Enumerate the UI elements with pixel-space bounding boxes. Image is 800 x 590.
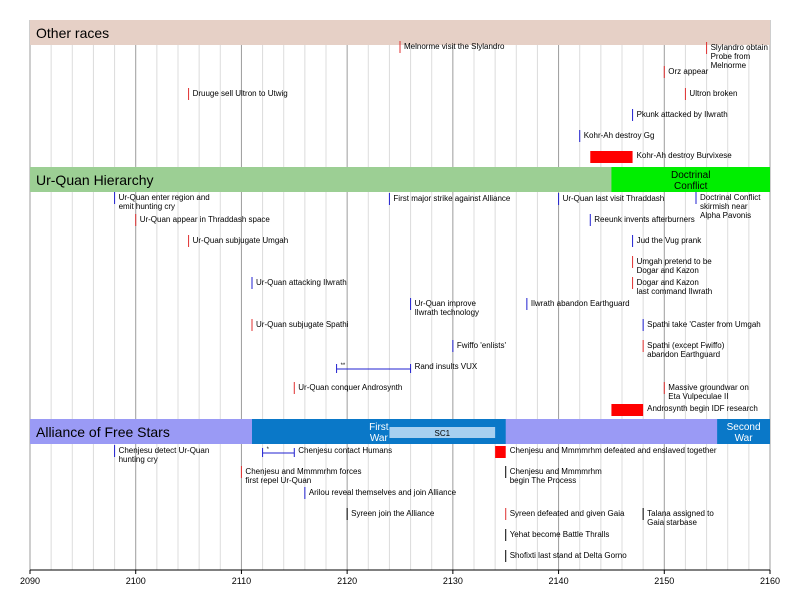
event-label-line: Gaia starbase xyxy=(647,518,697,527)
period-bar xyxy=(389,427,496,438)
period-label-line: Second xyxy=(727,422,761,433)
event-label-line: abandon Earthguard xyxy=(647,350,720,359)
event-note: ** xyxy=(341,363,346,369)
event-label: Slylandro obtain Probe from Melnorme xyxy=(711,43,768,70)
event-label: Spathi take 'Caster from Umgah xyxy=(647,320,761,329)
event-label: Ur-Quan subjugate Spathi xyxy=(256,320,349,329)
event-label-line: Slylandro obtain xyxy=(711,43,768,52)
period-label: Second War xyxy=(727,422,761,444)
event-range-bar xyxy=(611,404,644,416)
event-label: Reeunk invents afterburners xyxy=(594,215,695,224)
event-note: * xyxy=(267,447,270,453)
event-label: Spathi (except Fwiffo) abandon Earthguard xyxy=(647,341,725,359)
event-label-line: Massive groundwar on xyxy=(668,383,748,392)
period-label-line: Doctrinal xyxy=(671,170,710,181)
x-tick-label: 2100 xyxy=(126,576,146,586)
event-label: Dogar and Kazon last command Ilwrath xyxy=(637,278,713,296)
event-label-line: Dogar and Kazon xyxy=(637,278,699,287)
period-label-line: First xyxy=(369,422,389,433)
x-tick-label: 2160 xyxy=(760,576,780,586)
event-label-line: Doctrinal Conflict xyxy=(700,193,761,202)
event-range-bar xyxy=(590,151,633,163)
x-tick-label: 2140 xyxy=(549,576,569,586)
period-label-line: War xyxy=(370,433,389,444)
event-label-line: Alpha Pavonis xyxy=(700,211,751,220)
event-label: Chenjesu detect Ur-Quan hunting cry xyxy=(119,446,210,464)
event-label-line: Ilwrath technology xyxy=(415,308,479,317)
event-label: Fwiffo 'enlists' xyxy=(457,341,507,350)
event-label-line: Eta Vulpeculae II xyxy=(668,392,728,401)
x-tick-label: 2120 xyxy=(337,576,357,586)
event-label: Doctrinal Conflict skirmish near Alpha Pav… xyxy=(700,193,761,220)
event-label: Kohr-Ah destroy Gg xyxy=(584,131,655,140)
event-label: Ur-Quan appear in Thraddash space xyxy=(140,215,271,224)
event-label-line: Talana assigned to xyxy=(647,509,714,518)
event-label: Jud the Vug prank xyxy=(637,236,703,245)
event-label-line: Dogar and Kazon xyxy=(637,266,699,275)
event-label: Massive groundwar on Eta Vulpeculae II xyxy=(668,383,748,401)
x-tick-label: 2150 xyxy=(654,576,674,586)
section-title: Alliance of Free Stars xyxy=(36,424,170,440)
x-tick-label: 2130 xyxy=(443,576,463,586)
period-label: First War xyxy=(369,422,389,444)
event-label: Ur-Quan subjugate Umgah xyxy=(193,236,289,245)
event-label: Chenjesu and Mmmmrhm forces first repel U… xyxy=(245,467,361,485)
event-label: Umgah pretend to be Dogar and Kazon xyxy=(637,257,713,275)
event-label-line: skirmish near xyxy=(700,202,748,211)
event-label: Syreen join the Alliance xyxy=(351,509,435,518)
period-label: Doctrinal Conflict xyxy=(671,170,710,192)
event-label: Ur-Quan attacking Ilwrath xyxy=(256,278,347,287)
event-label: Kohr-Ah destroy Burvixese xyxy=(637,151,733,160)
period-label-line: War xyxy=(735,433,754,444)
event-label-line: begin The Process xyxy=(510,476,577,485)
period-label-line: Conflict xyxy=(674,181,708,192)
event-label: Druuge sell Ultron to Utwig xyxy=(193,89,288,98)
event-label: Talana assigned to Gaia starbase xyxy=(647,509,714,527)
event-label-line: Melnorme xyxy=(711,61,747,70)
event-label: Chenjesu contact Humans xyxy=(298,446,392,455)
event-label: Ilwrath abandon Earthguard xyxy=(531,299,630,308)
event-label-line: Spathi (except Fwiffo) xyxy=(647,341,725,350)
event-label: Ur-Quan conquer Androsynth xyxy=(298,383,402,392)
event-label-line: Chenjesu detect Ur-Quan xyxy=(119,446,210,455)
event-label: Ultron broken xyxy=(689,89,737,98)
period-bar xyxy=(611,167,770,192)
section-title: Other races xyxy=(36,25,109,41)
event-label: First major strike against Alliance xyxy=(393,194,510,203)
event-label: Ur-Quan enter region and emit hunting cry xyxy=(119,193,210,211)
event-label-line: first repel Ur-Quan xyxy=(245,476,311,485)
event-label-line: Ur-Quan improve xyxy=(415,299,477,308)
event-label: Ur-Quan last visit Thraddash xyxy=(563,194,665,203)
event-label: Orz appear xyxy=(668,67,708,76)
event-label: Yehat become Battle Thralls xyxy=(510,530,610,539)
event-label-line: Umgah pretend to be xyxy=(637,257,713,266)
event-label: Pkunk attacked by Ilwrath xyxy=(637,110,728,119)
event-label: Androsynth begin IDF research xyxy=(647,404,758,413)
event-label-line: hunting cry xyxy=(119,455,158,464)
event-label: Ur-Quan improve Ilwrath technology xyxy=(415,299,479,317)
section-band xyxy=(30,20,770,45)
event-label-line: Ur-Quan enter region and xyxy=(119,193,210,202)
event-label: Rand insults VUX xyxy=(415,362,478,371)
event-label: Arilou reveal themselves and join Allian… xyxy=(309,488,457,497)
event-label-line: Probe from xyxy=(711,52,751,61)
x-tick-label: 2110 xyxy=(232,576,251,586)
section-title: Ur-Quan Hierarchy xyxy=(36,172,153,188)
period-bar xyxy=(717,419,770,444)
event-label-line: Chenjesu and Mmmmrhm forces xyxy=(245,467,361,476)
event-label: Shofixti last stand at Delta Gorno xyxy=(510,551,628,560)
x-tick-label: 2090 xyxy=(20,576,40,586)
event-label: Chenjesu and Mmmmrhm begin The Process xyxy=(510,467,602,485)
event-label-line: emit hunting cry xyxy=(119,202,175,211)
event-label-line: Chenjesu and Mmmmrhm xyxy=(510,467,602,476)
event-range-bar xyxy=(495,446,506,458)
period-label: SC1 xyxy=(435,429,451,438)
event-label-line: last command Ilwrath xyxy=(637,287,713,296)
event-label: Melnorme visit the Slylandro xyxy=(404,42,505,51)
event-label: Chenjesu and Mmmmrhm defeated and enslav… xyxy=(510,446,717,455)
event-label: Syreen defeated and given Gaia xyxy=(510,509,625,518)
